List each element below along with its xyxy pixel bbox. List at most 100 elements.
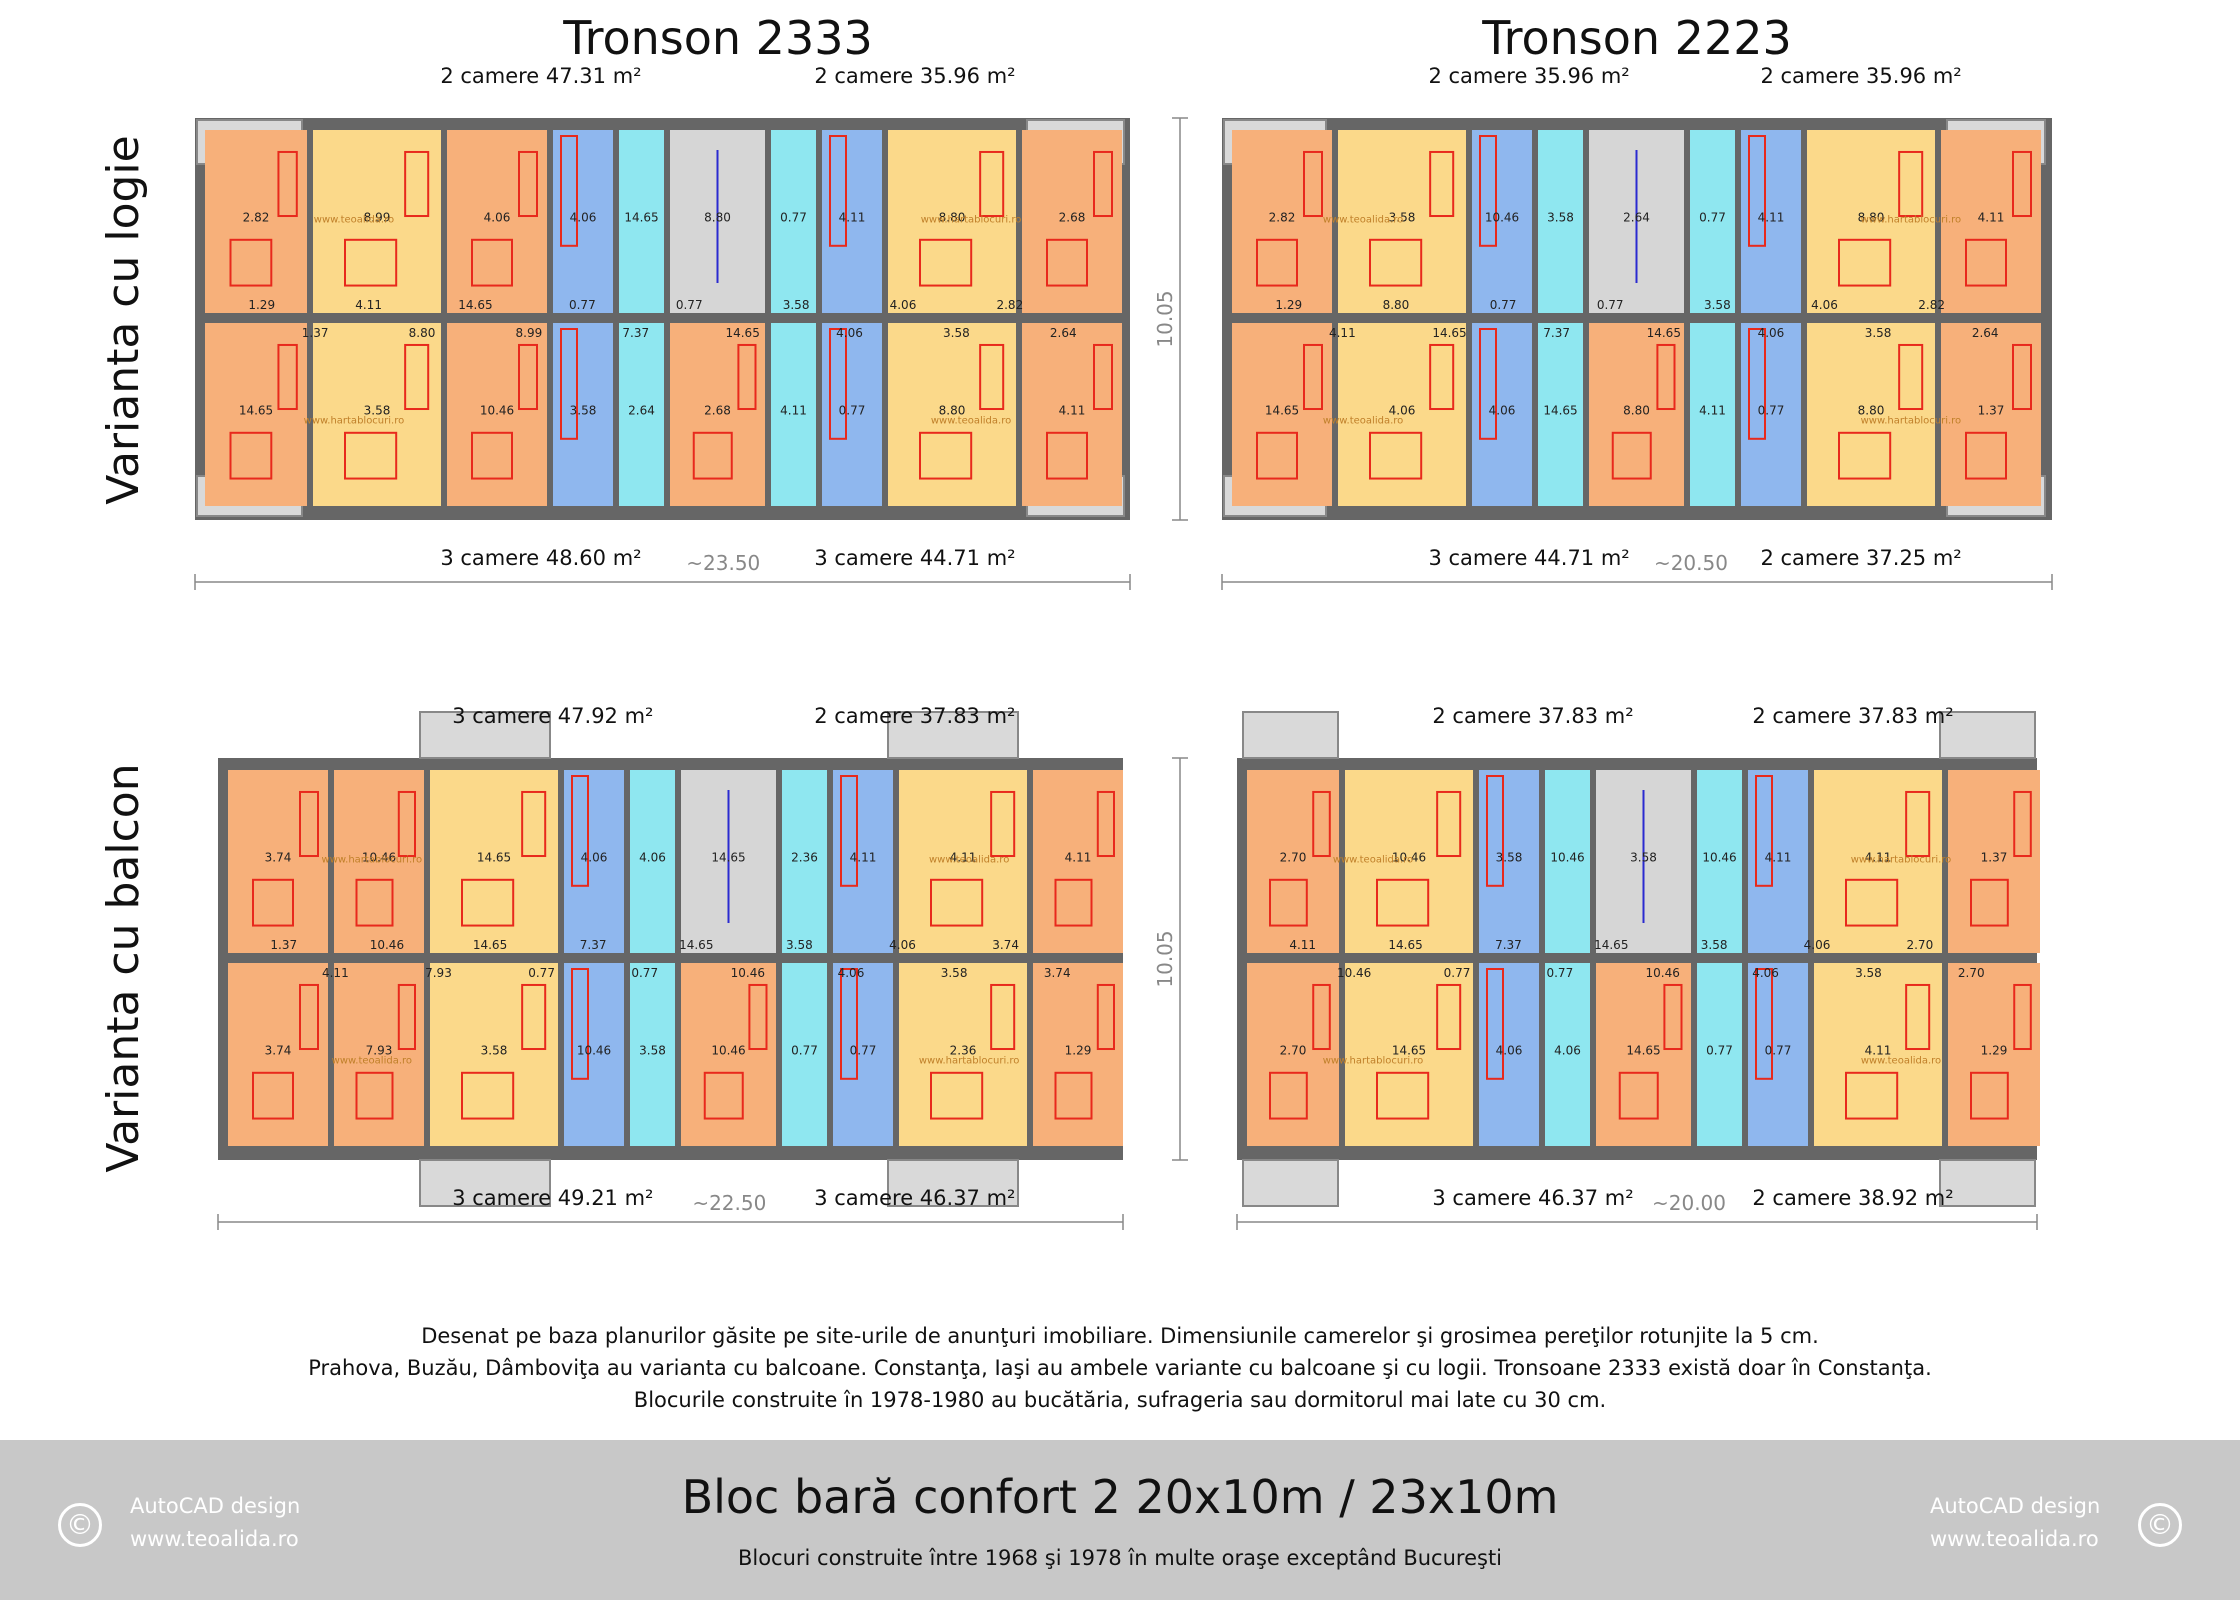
furniture-outline (471, 431, 513, 480)
room-bedroom (228, 963, 328, 1146)
watermark: www.teoalida.ro (1323, 416, 1403, 427)
furniture-outline (1093, 343, 1113, 411)
room-area-label: 14.65 (473, 938, 507, 952)
room-area-label: 0.77 (569, 298, 596, 312)
furniture-outline (252, 878, 294, 927)
furniture-outline (692, 431, 733, 480)
room-area-label: 2.64 (1050, 326, 1077, 340)
room-area-label: 4.11 (780, 404, 807, 418)
credit-right-link[interactable]: www.teoalida.ro (1930, 1527, 2099, 1551)
room-bedroom (1948, 963, 2040, 1146)
room-area-label: 3.58 (570, 404, 597, 418)
room-area-label: 4.11 (850, 851, 877, 865)
room-area-label: 3.58 (639, 1044, 666, 1058)
balcony (1939, 1159, 2036, 1207)
room-area-label: 4.06 (570, 211, 597, 225)
room-area-label: 14.65 (1626, 1044, 1660, 1058)
room-living (1338, 323, 1466, 506)
room-area-label: 2.68 (704, 404, 731, 418)
room-area-label: 7.93 (425, 966, 452, 980)
row-label-balcon: Varianta cu balcon (98, 763, 149, 1172)
credit-left-link[interactable]: www.teoalida.ro (130, 1527, 299, 1551)
room-area-label: 8.80 (939, 404, 966, 418)
room-area-label: 14.65 (239, 404, 273, 418)
furniture-outline (344, 238, 398, 287)
apartment-area-label: 3 camere 46.37 m² (814, 1186, 1015, 1210)
room-area-label: 3.58 (1701, 938, 1728, 952)
room-bedroom (334, 770, 424, 953)
bathtub-outline (829, 135, 847, 247)
apartment-area-label: 3 camere 44.71 m² (814, 546, 1015, 570)
room-area-label: 7.37 (1543, 326, 1570, 340)
note-line: Desenat pe baza planurilor găsite pe sit… (421, 1324, 1819, 1348)
furniture-outline (277, 343, 298, 411)
furniture-outline (1054, 878, 1093, 927)
room-area-label: 0.77 (528, 966, 555, 980)
footer-bar: © AutoCAD design www.teoalida.ro Bloc ba… (0, 1440, 2240, 1600)
block-balcon-2223: 2.70 2.70 10.46 14.65 3.58 4.06 10.46 4.06 3.58 1… (1237, 711, 2040, 1207)
furniture-outline (471, 238, 513, 287)
room-area-label: 1.37 (1978, 404, 2005, 418)
bathtub-outline (571, 775, 589, 887)
room-area-label: 0.77 (791, 1044, 818, 1058)
room-living (430, 770, 558, 953)
credit-right-line1: AutoCAD design (1930, 1494, 2101, 1518)
balcony (1939, 711, 2036, 759)
watermark: www.teoalida.ro (931, 416, 1011, 427)
bathtub-outline (1755, 775, 1773, 887)
apartment-area-label: 2 camere 37.83 m² (814, 704, 1015, 728)
room-bedroom (1232, 130, 1332, 313)
furniture-outline (2013, 790, 2032, 858)
watermark: www.teoalida.ro (1323, 215, 1403, 226)
room-bath (1741, 323, 1801, 506)
room-area-label: 0.77 (839, 404, 866, 418)
room-area-label: 3.58 (364, 404, 391, 418)
room-area-label: 3.58 (1630, 851, 1657, 865)
room-bath (564, 770, 624, 953)
room-bedroom (447, 130, 547, 313)
furniture-outline (1269, 878, 1308, 927)
furniture-outline (1838, 238, 1892, 287)
bathtub-outline (1755, 968, 1773, 1080)
dimension-label: ~20.00 (1652, 1191, 1726, 1215)
apartment-area-label: 3 camere 46.37 m² (1432, 1186, 1633, 1210)
room-living (888, 323, 1016, 506)
room-area-label: 10.46 (1550, 851, 1584, 865)
room-kitchen (1697, 770, 1742, 953)
copyright-icon: © (2138, 1503, 2182, 1547)
furniture-outline (1303, 343, 1323, 411)
credit-right: AutoCAD design www.teoalida.ro (1930, 1490, 2100, 1556)
apartment-area-label: 2 camere 37.25 m² (1760, 546, 1961, 570)
room-area-label: 0.77 (1699, 211, 1726, 225)
room-area-label: 7.37 (1495, 938, 1522, 952)
room-area-label: 4.06 (1489, 404, 1516, 418)
room-area-label: 14.65 (1265, 404, 1299, 418)
room-living (1345, 963, 1473, 1146)
room-area-label: 2.68 (1059, 211, 1086, 225)
furniture-outline (748, 983, 768, 1051)
room-bedroom (228, 770, 328, 953)
room-area-label: 4.11 (1059, 404, 1086, 418)
apartment-area-label: 2 camere 37.83 m² (1752, 704, 1953, 728)
furniture-outline (2012, 150, 2032, 218)
room-bedroom (1033, 963, 1123, 1146)
watermark: www.hartablocuri.ro (304, 416, 405, 427)
room-area-label: 8.80 (1858, 404, 1885, 418)
furniture-outline (404, 343, 430, 411)
room-bath (1748, 770, 1808, 953)
room-area-label: 8.80 (1383, 298, 1410, 312)
room-area-label: 4.11 (1978, 211, 2005, 225)
room-area-label: 8.80 (704, 211, 731, 225)
room-area-label: 3.58 (786, 938, 813, 952)
room-bedroom (1022, 323, 1122, 506)
room-area-label: 1.29 (1275, 298, 1302, 312)
watermark: www.hartablocuri.ro (1861, 416, 1962, 427)
balcony (419, 1159, 551, 1207)
room-area-label: 2.36 (791, 851, 818, 865)
room-area-label: 2.82 (1269, 211, 1296, 225)
room-area-label: 2.36 (950, 1044, 977, 1058)
room-area-label: 8.80 (1858, 211, 1885, 225)
room-area-label: 3.58 (943, 326, 970, 340)
room-bath (553, 130, 613, 313)
room-area-label: 14.65 (1388, 938, 1422, 952)
